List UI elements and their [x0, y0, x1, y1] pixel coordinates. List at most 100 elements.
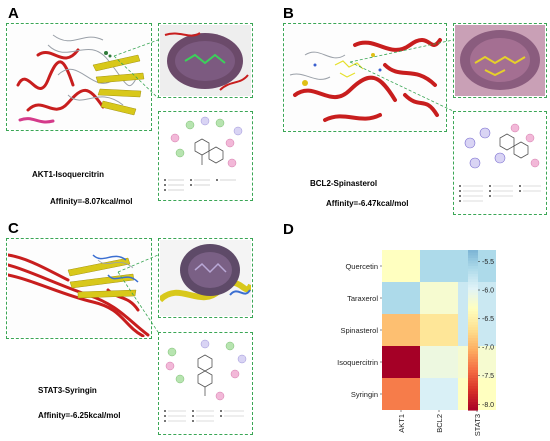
- binding-pocket-surface-c: [160, 240, 251, 316]
- colorbar-tick-label: -8.0: [482, 402, 494, 409]
- colorbar-segment: [468, 260, 478, 264]
- colorbar-segment: [468, 252, 478, 256]
- colorbar-segment: [468, 335, 478, 339]
- colorbar-segment: [468, 404, 478, 408]
- colorbar-segment: [468, 380, 478, 384]
- colorbar-segment: [468, 314, 478, 318]
- heatmap-cell-spinasterol-akt1: [382, 314, 420, 346]
- colorbar-segment: [468, 322, 478, 326]
- colorbar-segment: [468, 266, 478, 270]
- colorbar-tick-label: -6.0: [482, 288, 494, 295]
- heatmap-cell-spinasterol-bcl2: [420, 314, 458, 346]
- colorbar-segment: [468, 351, 478, 355]
- heatmap-column-label: STAT3: [473, 414, 482, 436]
- panel-label-c: C: [8, 220, 19, 237]
- affinity-label-c: Affinity=-6.25kcal/mol: [38, 411, 121, 420]
- colorbar-segment: [468, 343, 478, 347]
- interaction-2d-diagram-a: [160, 113, 251, 199]
- colorbar-segment: [468, 300, 478, 304]
- affinity-label-a: Affinity=-8.07kcal/mol: [50, 197, 133, 206]
- heatmap-row-label: Isoquercitrin: [337, 358, 378, 367]
- panel-label-a: A: [8, 5, 19, 22]
- colorbar-segment: [468, 274, 478, 278]
- colorbar-segment: [468, 268, 478, 272]
- colorbar-segment: [468, 407, 478, 411]
- colorbar-segment: [468, 319, 478, 323]
- colorbar-segment: [468, 306, 478, 310]
- colorbar-segment: [468, 391, 478, 395]
- colorbar-segment: [468, 375, 478, 379]
- colorbar-segment: [468, 386, 478, 390]
- protein-ribbon-b: [285, 25, 445, 130]
- colorbar-segment: [468, 340, 478, 344]
- interaction-2d-box-b: [453, 111, 547, 215]
- colorbar-segment: [468, 290, 478, 294]
- binding-pocket-surface-a: [160, 25, 251, 96]
- colorbar-segment: [468, 316, 478, 320]
- colorbar-segment: [468, 367, 478, 371]
- colorbar-segment: [468, 279, 478, 283]
- colorbar-segment: [468, 359, 478, 363]
- colorbar-segment: [468, 311, 478, 315]
- colorbar-tick-label: -6.5: [482, 316, 494, 323]
- colorbar-segment: [468, 255, 478, 259]
- colorbar-segment: [468, 303, 478, 307]
- interaction-2d-diagram-c: [160, 334, 251, 433]
- panel-label-b: B: [283, 5, 294, 22]
- protein-ribbon-a: [8, 25, 150, 129]
- colorbar-segment: [468, 399, 478, 403]
- binding-pocket-surface-b: [455, 25, 545, 96]
- colorbar-segment: [468, 327, 478, 331]
- colorbar-segment: [468, 284, 478, 288]
- heatmap-cell-taraxerol-akt1: [382, 282, 420, 314]
- colorbar-segment: [468, 298, 478, 302]
- colorbar-segment: [468, 308, 478, 312]
- colorbar-segment: [468, 356, 478, 360]
- colorbar-segment: [468, 295, 478, 299]
- heatmap-cell-isoquercitrin-akt1: [382, 346, 420, 378]
- colorbar-segment: [468, 338, 478, 342]
- interaction-2d-box-c: [158, 332, 253, 435]
- colorbar-segment: [468, 332, 478, 336]
- colorbar-segment: [468, 362, 478, 366]
- colorbar-segment: [468, 330, 478, 334]
- heatmap-column-label: AKT1: [397, 414, 406, 433]
- heatmap-cell-syringin-akt1: [382, 378, 420, 410]
- heatmap-row-label: Spinasterol: [340, 326, 378, 335]
- heatmap-cell-quercetin-akt1: [382, 250, 420, 282]
- panel-label-d: D: [283, 221, 294, 238]
- heatmap-row-label: Quercetin: [345, 262, 378, 271]
- colorbar-segment: [468, 348, 478, 352]
- colorbar-segment: [468, 324, 478, 328]
- colorbar-segment: [468, 346, 478, 350]
- colorbar-segment: [468, 258, 478, 262]
- colorbar-segment: [468, 276, 478, 280]
- affinity-heatmap: Quercetin Taraxerol Spinasterol Isoquercitr…: [337, 250, 496, 436]
- colorbar-segment: [468, 292, 478, 296]
- protein-ribbon-c: [8, 240, 150, 337]
- colorbar-segment: [468, 396, 478, 400]
- colorbar-segment: [468, 383, 478, 387]
- colorbar-segment: [468, 250, 478, 254]
- colorbar-segment: [468, 370, 478, 374]
- colorbar-segment: [468, 282, 478, 286]
- colorbar-segment: [468, 263, 478, 267]
- complex-label-b: BCL2-Spinasterol: [310, 179, 378, 188]
- heatmap-cell-quercetin-bcl2: [420, 250, 458, 282]
- colorbar-segment: [468, 354, 478, 358]
- binding-pocket-box-c: [158, 238, 253, 318]
- colorbar-tick-label: -7.5: [482, 373, 494, 380]
- heatmap-row-label: Syringin: [351, 390, 378, 399]
- colorbar-tick-label: -5.5: [482, 259, 494, 266]
- colorbar-segment: [468, 287, 478, 291]
- heatmap-cell-isoquercitrin-bcl2: [420, 346, 458, 378]
- colorbar-tick-label: -7.0: [482, 345, 494, 352]
- colorbar-segment: [468, 388, 478, 392]
- binding-pocket-box-a: [158, 23, 253, 98]
- colorbar-segment: [468, 271, 478, 275]
- colorbar-segment: [468, 402, 478, 406]
- colorbar-segment: [468, 364, 478, 368]
- interaction-2d-box-a: [158, 111, 253, 201]
- heatmap-cell-syringin-bcl2: [420, 378, 458, 410]
- colorbar-segment: [468, 372, 478, 376]
